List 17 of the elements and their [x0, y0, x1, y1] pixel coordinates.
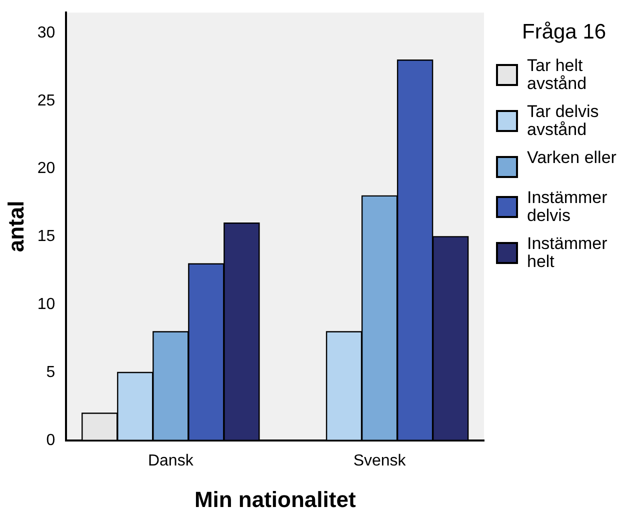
y-tick-label: 25 — [37, 92, 56, 110]
x-axis-title: Min nationalitet — [194, 486, 356, 512]
legend-label: Tar helt avstånd — [527, 56, 587, 94]
y-tick-label: 5 — [46, 364, 56, 381]
legend-label: Tar delvis avstånd — [527, 102, 599, 140]
x-tick-label: Svensk — [353, 452, 407, 470]
y-axis-title: antal — [3, 200, 28, 252]
y-tick-label: 30 — [37, 24, 56, 42]
x-tick-label: Dansk — [148, 452, 194, 470]
legend-title: Fråga 16 — [522, 20, 606, 44]
legend-label: Varken eller — [527, 148, 617, 168]
legend-label: Instämmer helt — [527, 234, 608, 272]
y-tick-label: 10 — [37, 296, 56, 313]
y-tick-label: 15 — [37, 228, 56, 246]
legend-label: Instämmer delvis — [527, 188, 608, 226]
y-tick-label: 20 — [37, 160, 56, 178]
y-tick-label: 0 — [46, 432, 56, 449]
